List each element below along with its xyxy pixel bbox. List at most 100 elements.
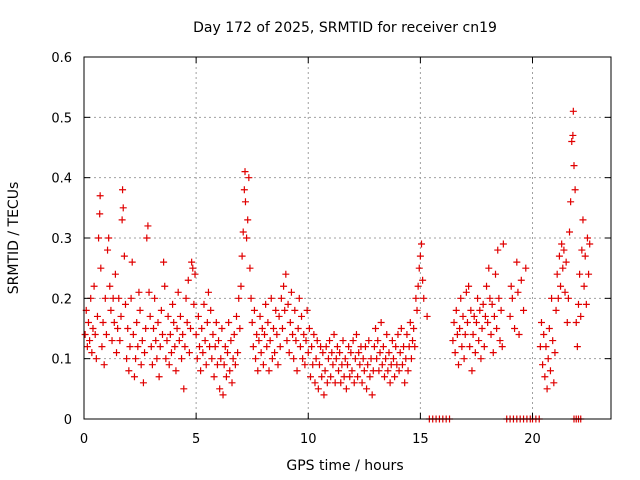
data-point — [542, 343, 550, 351]
data-point — [257, 349, 265, 357]
data-point — [273, 331, 281, 339]
data-point — [566, 228, 574, 236]
data-point — [224, 349, 232, 357]
data-point — [514, 288, 522, 296]
data-point — [294, 325, 302, 332]
data-point — [492, 270, 500, 278]
data-point — [120, 252, 128, 260]
data-point — [385, 349, 393, 357]
data-point — [106, 282, 114, 290]
data-point — [134, 343, 142, 351]
data-point — [265, 367, 273, 375]
data-point — [304, 349, 312, 357]
data-point — [419, 276, 427, 284]
data-point — [229, 355, 237, 363]
data-point — [150, 325, 158, 332]
data-point — [191, 270, 199, 278]
data-point — [391, 373, 399, 381]
y-tick-label: 0.4 — [51, 172, 72, 187]
data-point — [313, 337, 321, 345]
data-point — [460, 355, 468, 363]
data-point — [348, 367, 356, 375]
data-point — [266, 337, 274, 345]
data-point — [414, 282, 422, 290]
data-point — [125, 367, 133, 375]
data-point — [471, 349, 479, 357]
data-point — [489, 349, 497, 357]
data-point — [314, 385, 322, 393]
data-point — [457, 294, 465, 302]
data-point — [118, 216, 126, 224]
data-point — [335, 367, 343, 375]
data-point — [93, 312, 101, 320]
data-point — [247, 294, 255, 302]
data-point — [569, 131, 577, 139]
data-point — [398, 361, 406, 369]
data-point — [410, 325, 418, 332]
data-point — [174, 288, 182, 296]
data-point — [351, 355, 359, 363]
data-point — [539, 361, 547, 369]
data-point — [263, 343, 271, 351]
data-point — [546, 367, 554, 375]
data-point — [359, 355, 367, 363]
data-point — [449, 337, 457, 345]
data-point — [554, 294, 562, 302]
data-point — [84, 318, 92, 326]
data-point — [515, 331, 523, 339]
data-point — [522, 264, 530, 272]
data-point — [300, 331, 308, 339]
data-point — [89, 325, 97, 332]
data-point — [549, 337, 557, 345]
data-point — [573, 343, 581, 351]
data-point — [81, 331, 89, 339]
data-point — [416, 252, 424, 260]
data-point — [490, 312, 498, 320]
data-point — [180, 385, 188, 393]
data-point — [312, 355, 320, 363]
data-point — [216, 385, 224, 393]
data-point — [275, 312, 283, 320]
data-point — [119, 204, 127, 212]
data-point — [517, 276, 525, 284]
data-point — [101, 294, 109, 302]
data-point — [488, 300, 496, 308]
chart-title: Day 172 of 2025, SRMTID for receiver cn1… — [193, 20, 497, 36]
data-point — [133, 318, 141, 326]
data-point — [507, 282, 515, 290]
data-point — [152, 337, 160, 345]
data-point — [411, 343, 419, 351]
x-tick-label: 20 — [524, 432, 541, 447]
data-point — [379, 343, 387, 351]
data-point — [321, 367, 329, 375]
data-point — [124, 325, 132, 332]
data-point — [107, 306, 115, 314]
x-tick-label: 5 — [192, 432, 200, 447]
data-point — [407, 355, 415, 363]
data-point — [486, 294, 494, 302]
data-point — [383, 331, 391, 339]
data-point — [153, 355, 161, 363]
data-point — [574, 300, 582, 308]
data-point — [561, 288, 569, 296]
data-point — [278, 325, 286, 332]
data-point — [219, 391, 227, 399]
data-point — [123, 355, 131, 363]
data-point — [193, 355, 201, 363]
data-point — [344, 361, 351, 369]
data-point — [209, 331, 217, 339]
data-point — [345, 343, 353, 351]
data-point — [176, 312, 184, 320]
data-point — [255, 337, 263, 345]
data-point — [208, 355, 216, 363]
y-tick-label: 0.2 — [51, 292, 72, 307]
data-point — [218, 325, 226, 332]
data-point — [382, 355, 390, 363]
data-point — [463, 318, 471, 326]
data-point — [160, 258, 168, 266]
data-point — [347, 349, 355, 357]
data-point — [318, 373, 326, 381]
data-point — [178, 355, 186, 363]
data-point — [404, 367, 412, 375]
y-tick-label: 0.1 — [51, 353, 72, 368]
